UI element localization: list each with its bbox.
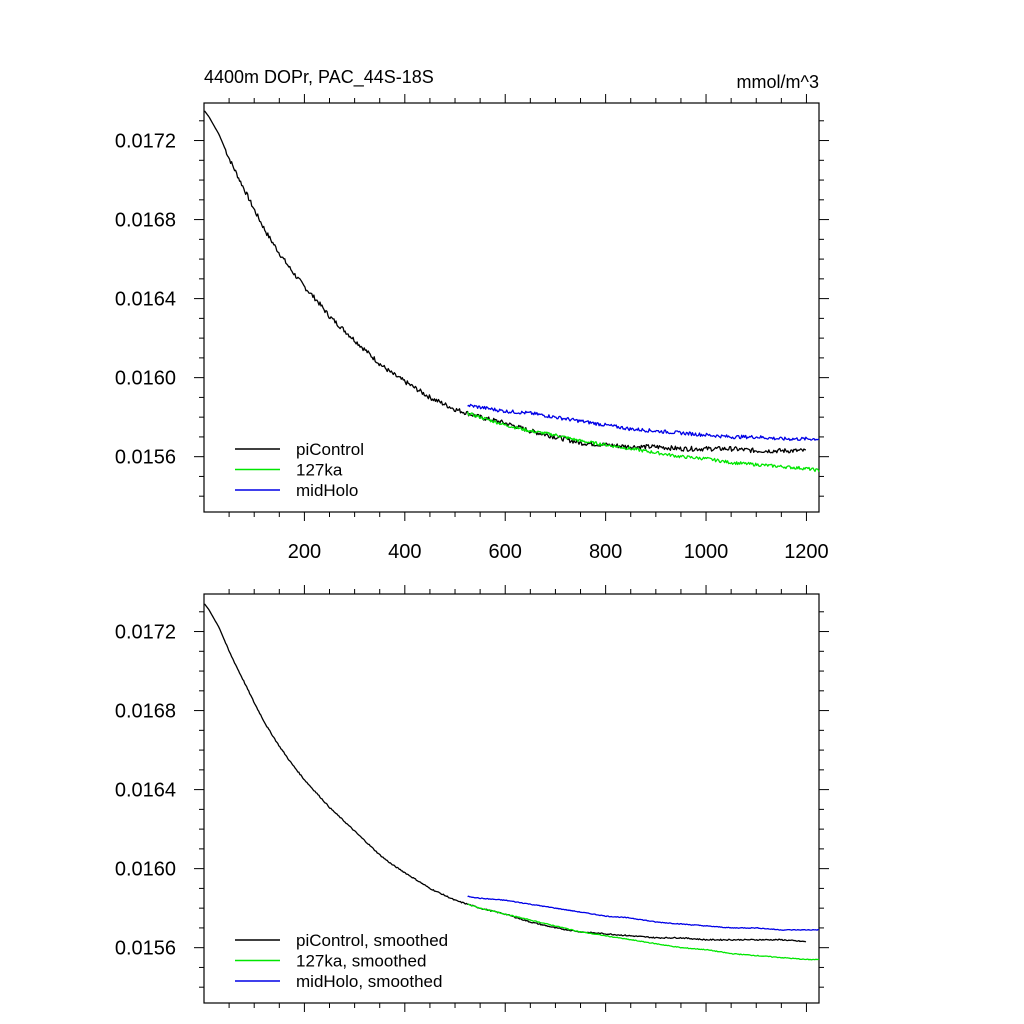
y-tick-label: 0.0168 xyxy=(115,210,176,232)
y-tick-label: 0.0160 xyxy=(115,368,176,390)
legend-label: 127ka, smoothed xyxy=(296,952,426,971)
series-line xyxy=(466,411,820,473)
legend-label: 127ka xyxy=(296,461,343,480)
units-label: mmol/m^3 xyxy=(737,72,819,92)
y-tick-label: 0.0164 xyxy=(115,289,176,311)
y-tick-label: 0.0160 xyxy=(115,859,176,881)
y-tick-label: 0.0164 xyxy=(115,780,176,802)
bottom-panel: 0.0156 0.0160 0.0164 0.0168 0.0172 piControl,… xyxy=(115,585,829,1012)
legend-label: piControl, smoothed xyxy=(296,931,448,950)
x-tick-label: 600 xyxy=(489,541,522,563)
y-tick-label: 0.0172 xyxy=(115,131,176,153)
legend-label: piControl xyxy=(296,440,364,459)
legend-label: midHolo xyxy=(296,481,358,500)
x-tick-label: 1000 xyxy=(684,541,729,563)
series-line xyxy=(203,110,806,454)
top-panel: 0.0156 0.0160 0.0164 0.0168 0.0172 200 400 600 8… xyxy=(115,67,829,563)
y-tick-label: 0.0172 xyxy=(115,622,176,644)
x-tick-label: 400 xyxy=(388,541,421,563)
y-tick-label: 0.0156 xyxy=(115,447,176,469)
series-line xyxy=(203,603,807,943)
x-tick-label: 200 xyxy=(288,541,321,563)
chart-title: 4400m DOPr, PAC_44S-18S xyxy=(204,67,434,88)
y-tick-label: 0.0156 xyxy=(115,938,176,960)
series-line xyxy=(467,895,819,931)
y-tick-label: 0.0168 xyxy=(115,701,176,723)
x-tick-label: 800 xyxy=(589,541,622,563)
series-line xyxy=(467,403,820,442)
legend-label: midHolo, smoothed xyxy=(296,972,442,991)
plot-frame xyxy=(203,102,820,513)
series-line xyxy=(467,903,820,961)
plot-frame xyxy=(203,593,820,1004)
x-tick-label: 1200 xyxy=(784,541,829,563)
